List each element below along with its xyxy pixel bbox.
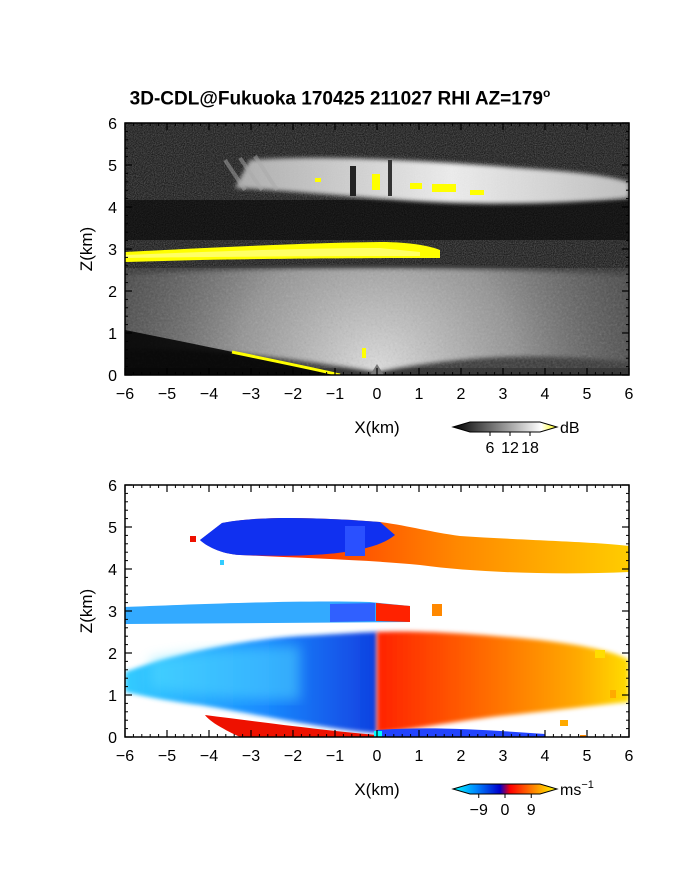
top-colorbar-unit: dB	[560, 420, 580, 437]
top-y-tick-label: 0	[108, 368, 117, 385]
top-x-tick-label: 4	[541, 386, 550, 403]
top-x-tick-label: −3	[242, 386, 260, 403]
bottom-x-tick-label: 3	[499, 748, 508, 765]
top-y-tick-label: 6	[108, 116, 117, 133]
top-colorbar-tick-label: 18	[521, 440, 539, 457]
bottom-colorbar-tick-label: −9	[470, 802, 488, 819]
bottom-x-tick-label: 5	[583, 748, 592, 765]
bottom-panel-image	[125, 485, 629, 737]
top-x-tick-label: 6	[625, 386, 634, 403]
bottom-x-tick-label: −3	[242, 748, 260, 765]
top-y-tick-label: 1	[108, 326, 117, 343]
bottom-x-tick-label: 4	[541, 748, 550, 765]
top-colorbar-tick-label: 6	[486, 440, 495, 457]
bottom-axes: −6 −5 −4 −3 −2 −1 0 1 2 3 4 5 6 0 1 2 3 4 5 6	[108, 478, 633, 765]
top-x-tick-label: 0	[373, 386, 382, 403]
bottom-x-tick-label: 0	[373, 748, 382, 765]
top-axes: −6 −5 −4 −3 −2 −1 0 1 2 3 4 5 6 0 1 2 3 4 5 6	[108, 116, 633, 403]
top-x-tick-label: 2	[457, 386, 466, 403]
bottom-x-tick-label: −2	[284, 748, 302, 765]
top-x-tick-label: −6	[116, 386, 134, 403]
top-xlabel: X(km)	[354, 418, 399, 437]
top-x-tick-label: 5	[583, 386, 592, 403]
top-x-tick-label: 3	[499, 386, 508, 403]
bottom-y-tick-label: 0	[108, 730, 117, 747]
bottom-y-tick-label: 1	[108, 688, 117, 705]
bottom-ylabel: Z(km)	[77, 589, 96, 633]
bottom-colorbar-unit: ms−1	[560, 779, 594, 799]
top-y-tick-label: 4	[108, 200, 117, 217]
bottom-y-tick-label: 6	[108, 478, 117, 495]
bottom-x-tick-label: 2	[457, 748, 466, 765]
top-y-tick-label: 3	[108, 242, 117, 259]
bottom-x-tick-label: 1	[415, 748, 424, 765]
bottom-y-tick-label: 4	[108, 562, 117, 579]
top-colorbar-tick-label: 12	[501, 440, 519, 457]
top-panel-image	[125, 123, 629, 375]
bottom-x-tick-label: −6	[116, 748, 134, 765]
bottom-y-tick-label: 5	[108, 520, 117, 537]
bottom-colorbar-tick-label: 0	[501, 802, 510, 819]
bottom-xlabel: X(km)	[354, 780, 399, 799]
chart-title: 3D-CDL@Fukuoka 170425 211027 RHI AZ=179o	[129, 86, 551, 110]
top-x-tick-label: −4	[200, 386, 218, 403]
top-y-tick-label: 5	[108, 158, 117, 175]
bottom-colorbar-tick-label: 9	[527, 802, 536, 819]
bottom-y-tick-label: 2	[108, 646, 117, 663]
bottom-x-tick-label: −1	[326, 748, 344, 765]
top-x-tick-label: −5	[158, 386, 176, 403]
top-colorbar: 6 12 18 dB	[451, 420, 580, 457]
top-x-tick-label: −1	[326, 386, 344, 403]
top-x-tick-label: 1	[415, 386, 424, 403]
bottom-x-tick-label: −4	[200, 748, 218, 765]
top-ylabel: Z(km)	[77, 227, 96, 271]
bottom-x-tick-label: −5	[158, 748, 176, 765]
top-y-tick-label: 2	[108, 284, 117, 301]
bottom-x-tick-label: 6	[625, 748, 634, 765]
bottom-colorbar: −9 0 9 ms−1	[451, 779, 594, 819]
top-x-tick-label: −2	[284, 386, 302, 403]
bottom-y-tick-label: 3	[108, 604, 117, 621]
